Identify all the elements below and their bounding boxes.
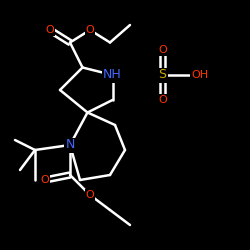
Text: O: O — [86, 190, 94, 200]
Text: O: O — [46, 25, 54, 35]
Text: OH: OH — [191, 70, 208, 80]
Text: O: O — [40, 175, 50, 185]
Text: O: O — [158, 95, 167, 105]
Text: O: O — [158, 45, 167, 55]
Text: NH: NH — [103, 68, 122, 82]
Text: S: S — [158, 68, 166, 82]
Text: O: O — [86, 25, 94, 35]
Text: N: N — [65, 138, 75, 151]
